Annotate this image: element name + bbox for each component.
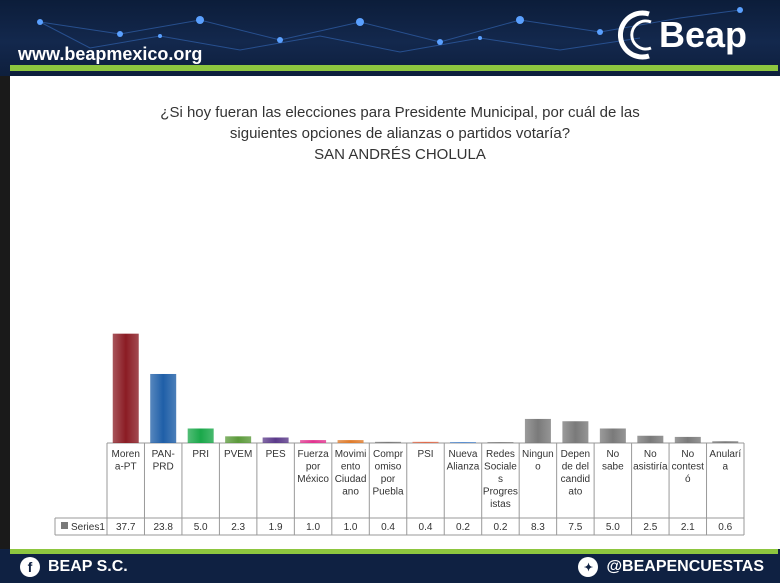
data-label: 7.5 xyxy=(568,522,582,533)
data-label: 1.0 xyxy=(344,522,358,533)
data-label: 23.8 xyxy=(153,522,173,533)
bar xyxy=(599,428,626,443)
category-label: PSI xyxy=(417,449,433,460)
data-label: 2.5 xyxy=(643,522,657,533)
footer-left[interactable]: f BEAP S.C. xyxy=(20,557,128,577)
bar xyxy=(562,421,589,443)
category-label: No sabe xyxy=(602,449,624,473)
bar xyxy=(487,442,514,443)
data-label: 2.1 xyxy=(681,522,695,533)
data-label: 8.3 xyxy=(531,522,545,533)
category-label: Anularí a xyxy=(709,449,741,473)
data-label: 0.2 xyxy=(493,522,507,533)
data-label: 37.7 xyxy=(116,522,136,533)
category-label: Depen de del candid ato xyxy=(561,449,590,498)
category-label: PVEM xyxy=(224,449,252,460)
footer-bar xyxy=(0,549,780,583)
legend-swatch xyxy=(61,522,68,529)
data-label: 2.3 xyxy=(231,522,245,533)
category-label: Compr omiso por Puebla xyxy=(372,449,404,498)
question-line-1: ¿Si hoy fueran las elecciones para Presi… xyxy=(160,104,640,121)
data-label: 0.4 xyxy=(419,522,433,533)
question-line-3: SAN ANDRÉS CHOLULA xyxy=(314,146,486,163)
bar xyxy=(150,373,177,443)
category-label: Nueva Alianza xyxy=(447,449,480,473)
data-label: 0.2 xyxy=(456,522,470,533)
category-label: Ningun o xyxy=(522,449,554,473)
site-url[interactable]: www.beapmexico.org xyxy=(18,44,203,64)
bar xyxy=(187,428,214,443)
bar xyxy=(262,437,289,443)
bar xyxy=(225,436,252,443)
bar xyxy=(375,441,402,443)
footer-right[interactable]: ✦ @BEAPENCUESTAS xyxy=(578,557,764,577)
footer-green-stripe xyxy=(10,549,778,554)
bar xyxy=(674,436,701,443)
data-label: 5.0 xyxy=(606,522,620,533)
twitter-icon: ✦ xyxy=(578,557,599,577)
category-label: No contest ó xyxy=(672,449,704,485)
legend-label: Series1 xyxy=(71,522,105,533)
category-label: Redes Sociale s Progres istas xyxy=(483,449,518,510)
bar xyxy=(412,441,439,443)
bar xyxy=(637,435,664,443)
bar xyxy=(524,418,551,443)
header-banner: www.beapmexico.org Beap xyxy=(0,0,780,76)
network-graphic xyxy=(37,7,743,53)
category-label: Fuerza por México xyxy=(297,449,329,485)
data-label: 0.6 xyxy=(718,522,732,533)
category-label: PES xyxy=(266,449,286,460)
question-line-2: siguientes opciones de alianzas o partid… xyxy=(229,125,571,142)
category-label: Moren a-PT xyxy=(112,449,140,473)
series-legend: Series1 xyxy=(61,522,105,533)
footer-handle: @BEAPENCUESTAS xyxy=(606,558,764,575)
bar xyxy=(300,440,327,443)
header-green-stripe xyxy=(10,65,778,71)
bar xyxy=(337,440,364,443)
beap-logo: Beap xyxy=(615,8,775,62)
category-label: PAN-PRD xyxy=(152,449,175,473)
bar xyxy=(112,333,139,443)
category-label: PRI xyxy=(192,449,209,460)
facebook-icon: f xyxy=(20,557,40,577)
category-label: No asistiría xyxy=(633,449,668,473)
chart-title: ¿Si hoy fueran las elecciones para Presi… xyxy=(40,102,760,165)
data-label: 1.0 xyxy=(306,522,320,533)
beap-logo-icon xyxy=(617,10,652,60)
data-label: 0.4 xyxy=(381,522,395,533)
data-label: 1.9 xyxy=(269,522,283,533)
footer-company: BEAP S.C. xyxy=(48,558,128,575)
category-label: Movimi ento Ciudad ano xyxy=(335,449,367,498)
bar xyxy=(449,442,476,443)
data-label: 5.0 xyxy=(194,522,208,533)
brand-name: Beap xyxy=(659,14,748,55)
left-edge xyxy=(0,0,10,583)
bar xyxy=(712,441,739,443)
